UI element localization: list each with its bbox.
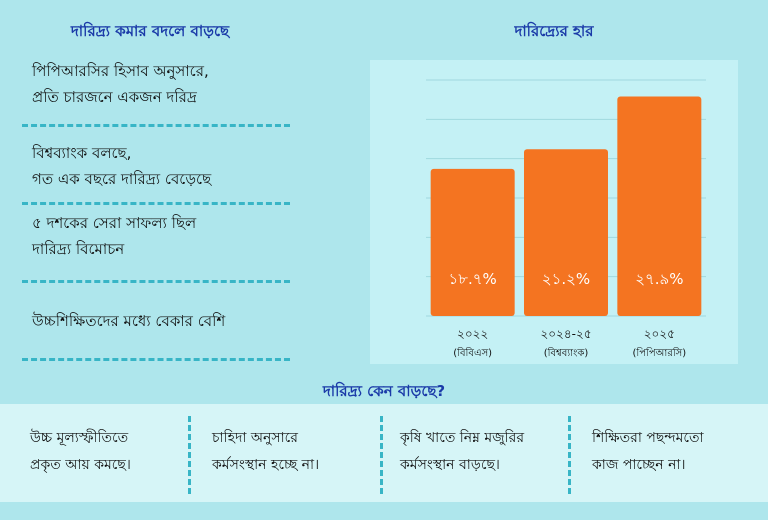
- cause-line: উচ্চ মূল্যস্ফীতিতে: [30, 430, 129, 446]
- divider: [22, 202, 290, 205]
- cause-agriculture: কৃষি খাতে নিম্ন মজুরির কর্মসংস্থান বাড়ছ…: [400, 425, 524, 479]
- divider: [22, 358, 290, 361]
- cause-line: কাজ পাচ্ছেন না।: [592, 457, 686, 473]
- point-line: ৫ দশকের সেরা সাফল্য ছিল: [32, 214, 197, 232]
- point-unemployment: উচ্চশিক্ষিতদের মধ্যে বেকার বেশি: [32, 308, 292, 334]
- divider: [188, 416, 191, 494]
- causes-band: [0, 404, 768, 502]
- cause-line: শিক্ষিতরা পছন্দমতো: [592, 430, 704, 446]
- bottom-strip: [0, 502, 768, 520]
- point-line: পিপিআরসির হিসাব অনুসারে,: [32, 62, 209, 80]
- chart-title: দারিদ্র্যের হার: [514, 22, 594, 40]
- source-label: (বিশ্বব্যাংক): [544, 347, 589, 359]
- cause-line: চাহিদা অনুসারে: [212, 430, 298, 446]
- cause-line: কর্মসংস্থান বাড়ছে।: [400, 457, 500, 473]
- cause-inflation: উচ্চ মূল্যস্ফীতিতে প্রকৃত আয় কমছে।: [30, 425, 131, 479]
- category-label: ২০২৫: [644, 327, 675, 341]
- bar: [524, 149, 608, 316]
- cause-jobs: চাহিদা অনুসারে কর্মসংস্থান হচ্ছে না।: [212, 425, 319, 479]
- cause-line: প্রকৃত আয় কমছে।: [30, 457, 131, 473]
- point-line: বিশ্বব্যাংক বলছে,: [32, 144, 132, 162]
- bar-value-label: ২৭.৯%: [635, 270, 683, 288]
- divider: [568, 416, 571, 494]
- bar-value-label: ১৮.৭%: [449, 270, 497, 288]
- cause-educated: শিক্ষিতরা পছন্দমতো কাজ পাচ্ছেন না।: [592, 425, 704, 479]
- bar-chart: ১৮.৭% ২০২২ (বিবিএস) ২১.২% ২০২৪-২৫ (বিশ্বব্যাং…: [426, 79, 706, 359]
- point-five-decades: ৫ দশকের সেরা সাফল্য ছিল দারিদ্র্য বিমোচন: [32, 210, 292, 262]
- source-label: (বিবিএস): [453, 347, 492, 359]
- cause-line: কৃষি খাতে নিম্ন মজুরির: [400, 430, 525, 446]
- bottom-section-title: দারিদ্র্য কেন বাড়ছে?: [322, 382, 446, 400]
- left-section-title: দারিদ্র্য কমার বদলে বাড়ছে: [70, 22, 230, 40]
- bar-value-label: ২১.২%: [542, 270, 590, 288]
- point-line: দারিদ্র্য বিমোচন: [32, 240, 125, 258]
- category-label: ২০২২: [457, 327, 488, 341]
- point-line: উচ্চশিক্ষিতদের মধ্যে বেকার বেশি: [32, 312, 226, 330]
- divider: [22, 280, 290, 283]
- bar: [430, 168, 515, 316]
- chart-panel: ১৮.৭% ২০২২ (বিবিএস) ২১.২% ২০২৪-২৫ (বিশ্বব্যাং…: [370, 60, 738, 364]
- point-line: গত এক বছরে দারিদ্র্য বেড়েছে: [32, 170, 212, 188]
- category-label: ২০২৪-২৫: [540, 327, 591, 341]
- divider: [380, 416, 383, 494]
- point-line: প্রতি চারজনে একজন দরিদ্র: [32, 88, 197, 106]
- cause-line: কর্মসংস্থান হচ্ছে না।: [212, 457, 320, 473]
- source-label: (পিপিআরসি): [632, 347, 686, 359]
- divider: [22, 124, 290, 127]
- point-world-bank: বিশ্বব্যাংক বলছে, গত এক বছরে দারিদ্র্য ব…: [32, 140, 292, 192]
- bar: [617, 96, 702, 316]
- point-ppr-estimate: পিপিআরসির হিসাব অনুসারে, প্রতি চারজনে এক…: [32, 58, 292, 110]
